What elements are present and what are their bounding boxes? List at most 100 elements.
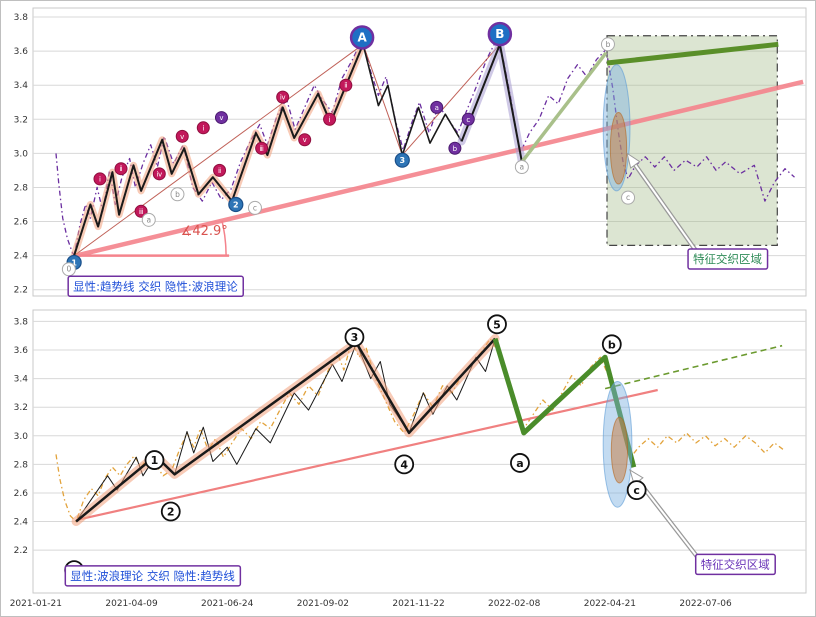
wave-label-1: 1: [144, 450, 165, 470]
wave-label-2: 2: [160, 501, 181, 522]
wave-label-a: a: [510, 453, 530, 473]
wave-label-text: c: [466, 116, 470, 124]
wave-label-circle: [600, 37, 615, 52]
wave-label-text: ⅰ: [329, 116, 331, 124]
wave-label-text: ⅳ: [280, 94, 286, 102]
wave-label-text: c: [633, 484, 640, 497]
feature-label-upper: 特征交织区域: [693, 252, 762, 266]
wave-label-text: ⅱ: [344, 82, 347, 90]
series-pale-green-a-to-b: [520, 51, 608, 163]
wave-label-B: B: [487, 21, 513, 47]
wave-label-text: ⅰ: [202, 124, 204, 132]
feature-label-upper-box: [687, 248, 769, 270]
wave-label-text: c: [253, 203, 257, 212]
wave-label-text: ⅴ: [180, 133, 184, 141]
series-trend-pink: [75, 79, 804, 258]
wave-label-ⅲ: ⅲ: [255, 141, 269, 155]
wave-label-circle: [114, 162, 128, 176]
x-tick-label: 2021-01-21: [10, 599, 62, 609]
y-tick-label: 3.4: [14, 81, 29, 91]
wave-label-text: ⅱ: [218, 167, 221, 175]
series-green-projection: [606, 41, 779, 66]
wave-label-text: c: [626, 193, 630, 202]
wave-label-b: b: [600, 37, 615, 52]
wave-label-text: 3: [399, 156, 405, 165]
wave-label-text: 0: [66, 265, 71, 274]
feature-label-lower-box: [694, 553, 776, 576]
wave-label-circle: [160, 501, 181, 522]
wave-label-circle: [510, 453, 530, 473]
wave-label-circle: [141, 212, 156, 227]
series-channel-thin-red: [73, 43, 501, 257]
wave-label-circle: [514, 159, 529, 174]
wave-label-text: a: [520, 162, 525, 171]
wave-label-text: 2: [167, 506, 175, 519]
series-wave-abc-green: [492, 337, 637, 468]
wave-label-text: ⅱ: [119, 165, 122, 173]
series-trend-pink: [75, 388, 658, 522]
wave-label-text: B: [495, 27, 504, 41]
wave-label-circle: [394, 152, 410, 168]
wave-label-ⅱ: ⅱ: [213, 163, 227, 177]
wave-label-circle: [255, 141, 269, 155]
wave-label-circle: [601, 334, 622, 355]
x-tick-label: 2021-06-24: [201, 599, 254, 609]
wave-label-circle: [339, 78, 353, 92]
wave-label-text: b: [175, 190, 180, 199]
wave-label-circle: [214, 111, 228, 125]
wave-label-ⅰ: ⅰ: [93, 172, 107, 186]
wave-label-text: a: [516, 457, 523, 470]
wave-label-circle: [448, 141, 462, 155]
wave-label-circle: [487, 21, 513, 47]
x-tick-label: 2022-02-08: [488, 599, 541, 609]
caption-lower-box: [64, 565, 242, 587]
wave-label-ⅴ: ⅴ: [298, 133, 312, 147]
wave-label-ⅱ: ⅱ: [114, 162, 128, 176]
wave-label-circle: [196, 121, 210, 135]
wave-label-ⅰ: ⅰ: [323, 112, 337, 126]
wave-label-circle: [430, 100, 444, 114]
x-tick-label: 2021-09-02: [297, 599, 349, 609]
series-wave-impulse-0-5: [75, 337, 497, 523]
caption-upper: 显性:趋势线 交织 隐性:波浪理论: [73, 279, 238, 293]
wave-label-c: c: [621, 190, 636, 205]
wave-label-5: 5: [487, 314, 507, 335]
wave-label-text: ⅴ: [303, 136, 307, 144]
highlight-ellipse: [610, 416, 629, 484]
y-tick-label: 2.6: [14, 489, 29, 499]
wave-label-text: 3: [351, 331, 359, 344]
wave-label-3: 3: [344, 327, 365, 348]
angle-arc: [221, 220, 227, 256]
y-tick-label: 2.8: [14, 460, 29, 470]
wave-label-ⅰ: ⅰ: [196, 121, 210, 135]
wave-label-text: a: [435, 104, 439, 112]
wave-label-text: 4: [400, 458, 408, 471]
wave-label-text: b: [453, 145, 458, 153]
wave-label-circle: [152, 167, 166, 181]
wave-label-circle: [344, 327, 365, 348]
wave-label-circle: [626, 480, 647, 500]
y-tick-label: 3.8: [14, 317, 29, 327]
wave-label-circle: [349, 25, 375, 50]
wave-label-b: b: [170, 187, 185, 202]
wave-label-c: c: [247, 200, 262, 215]
wave-label-circle: [276, 90, 290, 104]
wave-label-text: ⅲ: [259, 145, 263, 153]
wave-label-circle: [247, 200, 262, 215]
y-tick-label: 2.2: [14, 546, 28, 556]
y-tick-label: 2.4: [14, 252, 29, 262]
wave-label-text: 2: [233, 200, 239, 209]
wave-label-2: 2: [228, 196, 244, 213]
wave-label-text: ⅴ: [219, 114, 223, 122]
y-tick-label: 3.6: [14, 47, 29, 57]
wave-label-text: b: [608, 338, 616, 351]
wave-label-text: ⅳ: [156, 170, 162, 178]
highlight-ellipse: [609, 111, 628, 185]
wave-label-a: a: [514, 159, 529, 174]
wave-label-circle: [228, 196, 244, 213]
feature-label-lower: 特征交织区域: [701, 557, 770, 571]
y-tick-label: 2.6: [14, 218, 29, 228]
wave-label-circle: [93, 172, 107, 186]
y-tick-label: 3.0: [14, 432, 29, 442]
y-tick-label: 3.2: [14, 115, 28, 125]
